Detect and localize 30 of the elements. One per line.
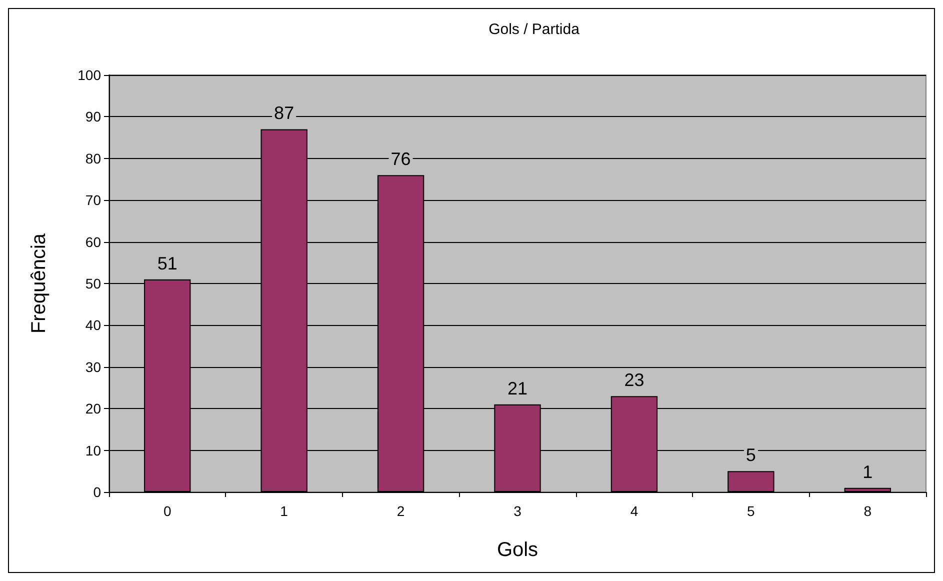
bar — [844, 488, 891, 492]
x-tick-label: 3 — [514, 503, 522, 519]
data-label: 5 — [746, 445, 756, 466]
y-axis-title: Frequência — [28, 232, 50, 334]
data-label: 51 — [157, 253, 178, 274]
x-tick-label: 2 — [396, 503, 405, 519]
y-tick-label: 100 — [78, 67, 102, 83]
data-label: 76 — [390, 149, 411, 170]
y-tick-label: 60 — [85, 234, 102, 250]
x-tick-label: 0 — [163, 503, 172, 519]
y-tick-label: 40 — [85, 317, 102, 334]
data-label: 21 — [507, 378, 528, 398]
x-tick-label: 8 — [864, 503, 872, 519]
y-tick-label: 50 — [85, 276, 102, 292]
y-tick-label: 80 — [85, 150, 102, 166]
y-tick-label: 30 — [85, 358, 102, 375]
chart-title: Gols / Partida — [488, 21, 580, 38]
y-tick-label: 20 — [85, 400, 102, 417]
x-tick-label: 5 — [747, 503, 756, 519]
y-tick-label: 0 — [93, 484, 102, 500]
y-tick-label: 70 — [85, 192, 102, 208]
y-tick-label: 10 — [85, 442, 102, 458]
data-label: 23 — [624, 370, 644, 390]
y-tick-label: 90 — [85, 108, 102, 125]
data-label: 87 — [274, 103, 294, 124]
x-tick-label: 4 — [630, 503, 638, 519]
x-axis-title: Gols — [496, 539, 538, 561]
bar — [728, 471, 774, 492]
x-tick-label: 1 — [280, 503, 288, 519]
data-label: 1 — [862, 462, 873, 482]
